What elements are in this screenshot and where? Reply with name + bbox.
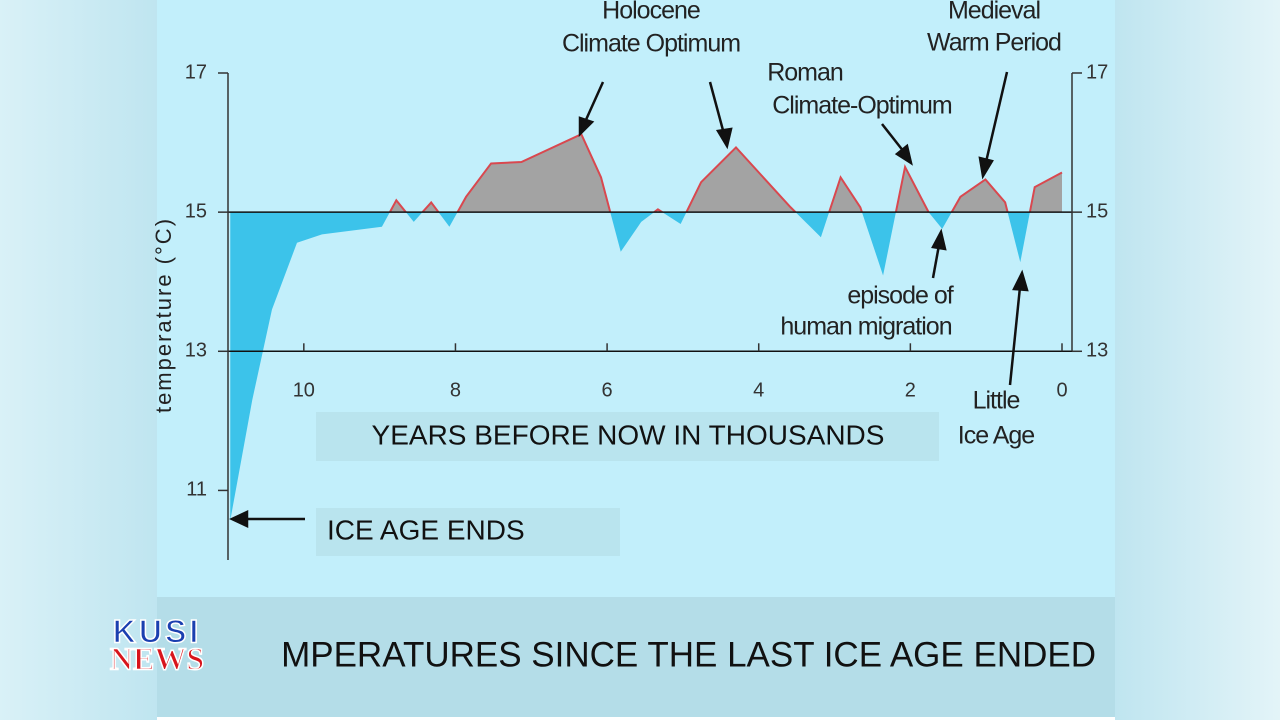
- annotation: Ice Age: [958, 422, 1034, 450]
- annotation: Climate Optimum: [562, 30, 740, 58]
- caption-bar: [157, 597, 1115, 717]
- y-tick-label: 15: [185, 200, 207, 222]
- annotation: Holocene: [602, 0, 700, 25]
- annotation: Roman: [767, 59, 843, 87]
- y-tick-label: 13: [185, 340, 207, 362]
- y-tick-label: 11: [186, 479, 207, 501]
- annotation: Little: [973, 387, 1020, 415]
- right-panel: [1115, 0, 1280, 720]
- annotation: Climate-Optimum: [772, 92, 952, 120]
- annotation: Warm Period: [927, 29, 1061, 57]
- x-tick-label: 6: [602, 380, 613, 402]
- annotation: human migration: [780, 313, 951, 341]
- area-above: [389, 134, 1062, 213]
- chart-background: [157, 0, 1115, 597]
- label-box: [316, 412, 939, 461]
- callout-box: [316, 508, 620, 556]
- x-tick-label: 4: [753, 380, 764, 402]
- logo-bottom: NEWS: [110, 640, 204, 676]
- x-axis-label: YEARS BEFORE NOW IN THOUSANDS: [372, 419, 885, 450]
- y-axis-label: temperature (°C): [151, 217, 176, 413]
- x-tick-label: 8: [450, 380, 461, 402]
- y2-tick-label: 13: [1086, 340, 1108, 362]
- arrows: [229, 71, 1029, 528]
- x-tick-label: 0: [1056, 380, 1067, 402]
- logo-top: KUSI: [113, 613, 201, 649]
- left-panel: [0, 0, 157, 720]
- plot: 11 13 15 17 13 15 17 10 8 6 4 2 0: [185, 61, 1108, 560]
- x-tick-label: 2: [905, 380, 916, 402]
- annotation: Medieval: [948, 0, 1040, 25]
- line: [388, 132, 1063, 213]
- caption: MPERATURES SINCE THE LAST ICE AGE ENDED: [281, 635, 1096, 674]
- annotation: episode of: [847, 282, 953, 310]
- callout: ICE AGE ENDS: [327, 514, 525, 545]
- logo: KUSI NEWS: [109, 613, 205, 677]
- x-tick-label: 10: [293, 380, 315, 402]
- y-tick-label: 17: [185, 61, 207, 83]
- y2-tick-label: 17: [1086, 61, 1108, 83]
- y2-tick-label: 15: [1086, 200, 1108, 222]
